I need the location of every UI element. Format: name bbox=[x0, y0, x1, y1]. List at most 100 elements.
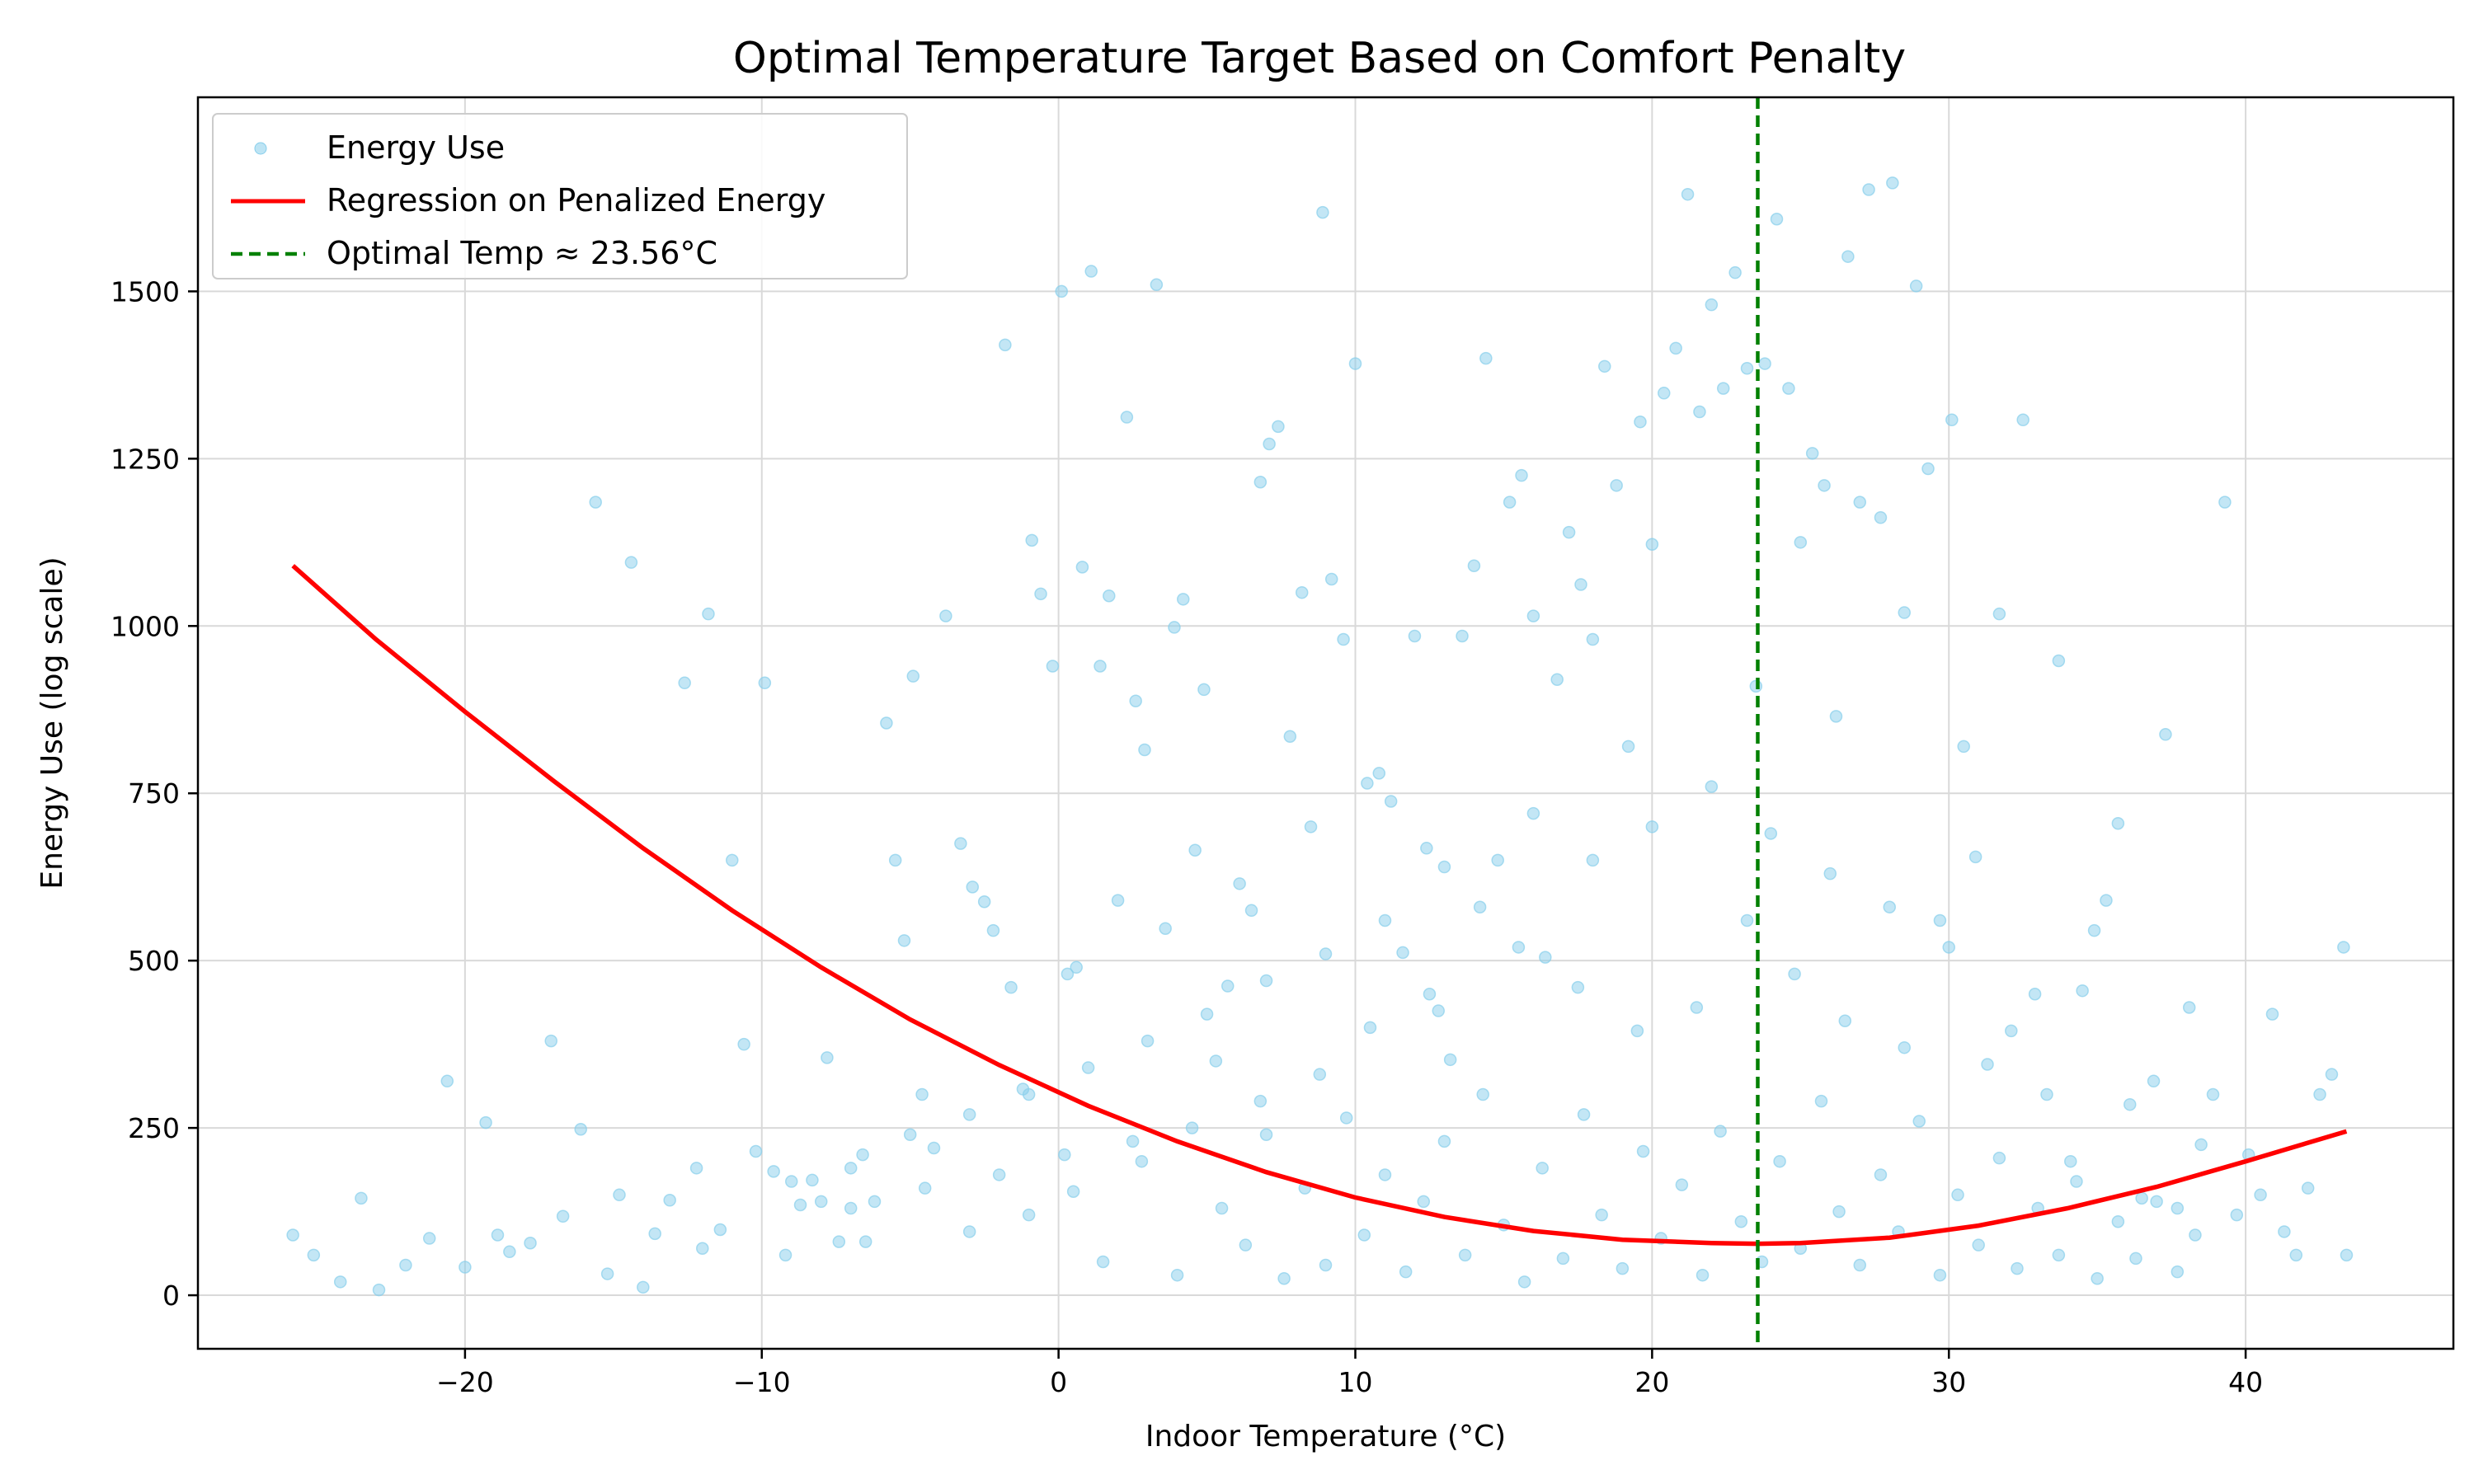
scatter-point bbox=[1094, 660, 1107, 673]
scatter-point bbox=[2111, 1215, 2125, 1228]
scatter-point bbox=[821, 1051, 834, 1064]
scatter-point bbox=[999, 338, 1012, 352]
scatter-point bbox=[459, 1261, 472, 1274]
grid-layer bbox=[198, 97, 2453, 1349]
scatter-point bbox=[1669, 341, 1682, 355]
scatter-point bbox=[1437, 1134, 1451, 1148]
scatter-point bbox=[1263, 437, 1276, 451]
scatter-point bbox=[2005, 1024, 2018, 1038]
scatter-point bbox=[1681, 187, 1695, 201]
scatter-point bbox=[1705, 298, 1719, 312]
scatter-point bbox=[1129, 694, 1142, 707]
scatter-point bbox=[977, 895, 991, 909]
scatter-point bbox=[1957, 740, 1970, 754]
scatter-point bbox=[918, 1181, 932, 1195]
y-tick-label: 1500 bbox=[111, 275, 180, 308]
scatter-point bbox=[1357, 1228, 1371, 1242]
scatter-point bbox=[986, 923, 1000, 937]
scatter-point bbox=[1862, 183, 1875, 196]
y-tick-label: 500 bbox=[128, 945, 180, 977]
y-tick-label: 0 bbox=[162, 1280, 180, 1312]
scatter-point bbox=[897, 934, 911, 947]
scatter-point bbox=[1170, 1268, 1184, 1282]
scatter-point bbox=[1259, 974, 1273, 988]
scatter-point bbox=[372, 1283, 386, 1297]
scatter-point bbox=[2182, 1001, 2196, 1014]
scatter-point bbox=[767, 1165, 780, 1178]
scatter-point bbox=[1874, 1168, 1888, 1181]
y-axis-label: Energy Use (log scale) bbox=[35, 556, 69, 889]
scatter-point bbox=[624, 556, 638, 569]
scatter-point bbox=[1992, 607, 2006, 621]
scatter-point bbox=[1782, 382, 1795, 395]
legend: Energy Use Regression on Penalized Energ… bbox=[212, 113, 908, 279]
scatter-point bbox=[1476, 1087, 1489, 1101]
scatter-point bbox=[1693, 405, 1706, 419]
scatter-point bbox=[1384, 795, 1398, 808]
scatter-point bbox=[1616, 1261, 1630, 1275]
scatter-point bbox=[1244, 904, 1258, 918]
scatter-point bbox=[2171, 1201, 2185, 1215]
scatter-point bbox=[1945, 413, 1959, 427]
scatter-point bbox=[1734, 1215, 1748, 1228]
scatter-point bbox=[1818, 479, 1831, 492]
x-tick-label: 40 bbox=[2228, 1366, 2263, 1398]
scatter-point bbox=[1417, 1195, 1431, 1209]
scatter-point bbox=[1061, 967, 1075, 981]
scatter-point bbox=[399, 1258, 412, 1272]
scatter-point bbox=[2289, 1248, 2303, 1262]
scatter-point bbox=[1770, 212, 1784, 226]
scatter-point bbox=[1598, 359, 1611, 373]
scatter-point bbox=[1239, 1238, 1253, 1252]
scatter-point bbox=[1968, 850, 1982, 864]
scatter-point bbox=[915, 1087, 929, 1101]
scatter-point bbox=[880, 716, 893, 730]
scatter-point bbox=[1758, 357, 1771, 370]
scatter-point bbox=[2206, 1087, 2220, 1101]
scatter-point bbox=[1443, 1053, 1457, 1067]
scatter-point bbox=[637, 1280, 650, 1294]
scatter-point bbox=[307, 1248, 321, 1262]
scatter-point bbox=[600, 1267, 614, 1280]
scatter-point bbox=[1420, 842, 1433, 855]
scatter-point bbox=[2100, 894, 2113, 907]
scatter-point bbox=[1319, 1258, 1333, 1272]
scatter-point bbox=[1740, 913, 1754, 928]
scatter-point bbox=[1188, 843, 1202, 857]
scatter-point bbox=[1805, 447, 1819, 460]
scatter-point bbox=[1479, 351, 1493, 365]
scatter-point bbox=[1209, 1054, 1223, 1068]
scatter-point bbox=[1829, 710, 1843, 723]
scatter-point bbox=[1339, 1111, 1353, 1125]
scatter-point bbox=[1103, 589, 1116, 603]
scatter-point bbox=[1004, 980, 1018, 994]
scatter-point bbox=[1634, 415, 1647, 429]
scatter-point bbox=[1621, 740, 1635, 754]
scatter-point bbox=[1841, 250, 1855, 263]
scatter-point bbox=[1316, 205, 1329, 219]
scatter-point bbox=[1295, 585, 1309, 599]
scatter-point bbox=[1423, 988, 1437, 1001]
scatter-point bbox=[832, 1235, 846, 1248]
scatter-point bbox=[2159, 728, 2172, 741]
scatter-point bbox=[355, 1191, 368, 1205]
scatter-point bbox=[962, 1225, 976, 1238]
scatter-point bbox=[2135, 1191, 2148, 1205]
scatter-point bbox=[1942, 941, 1955, 954]
scatter-point bbox=[1636, 1144, 1650, 1158]
y-tick-label: 750 bbox=[128, 777, 180, 810]
x-tick-label: 0 bbox=[1050, 1366, 1067, 1398]
scatter-point bbox=[1675, 1178, 1689, 1191]
scatter-point bbox=[906, 669, 920, 683]
scatter-point bbox=[2076, 984, 2089, 998]
scatter-point bbox=[1556, 1252, 1570, 1266]
scatter-point bbox=[1886, 176, 1899, 190]
scatter-point bbox=[1319, 947, 1333, 960]
scatter-point bbox=[2087, 923, 2101, 937]
scatter-point bbox=[1740, 362, 1754, 375]
scatter-point bbox=[1921, 462, 1935, 476]
scatter-point bbox=[2028, 988, 2042, 1001]
scatter-point bbox=[992, 1168, 1006, 1181]
scatter-point bbox=[1272, 420, 1285, 434]
scatter-point bbox=[1645, 538, 1659, 552]
